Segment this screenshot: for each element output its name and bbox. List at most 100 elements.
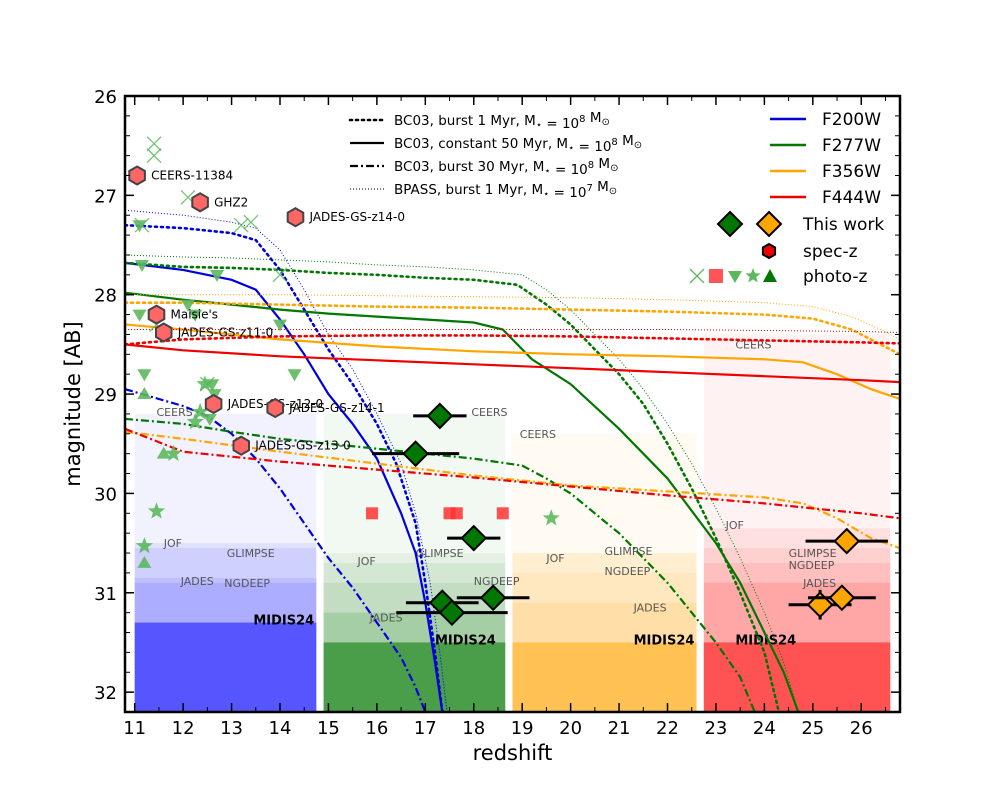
photo-z-cross: [146, 148, 162, 164]
photo-z-cross: [272, 267, 288, 283]
photo-z-triangle-down: [134, 260, 149, 272]
this-work-diamond: [828, 584, 856, 612]
x-tick-label: 11: [123, 718, 146, 739]
survey-label: GLIMPSE: [605, 545, 653, 558]
legend-photo-z-label: photo-z: [803, 267, 867, 287]
survey-depth-midis24: [703, 642, 891, 712]
spec-z-hexagon: [155, 322, 173, 343]
photo-z-square: [450, 507, 463, 520]
model-curve-f444w-finedotted: [125, 329, 900, 333]
x-tick-label: 18: [462, 718, 485, 739]
photo-z-cross: [146, 136, 162, 152]
this-work-diamond: [460, 524, 488, 552]
legend-text-part: ⊙: [610, 163, 618, 174]
survey-depth-midis24: [134, 622, 317, 712]
x-tick-label: 17: [414, 718, 437, 739]
spec-z-label: Maisie's: [170, 308, 218, 322]
model-curve-f200w-dotted: [125, 223, 444, 712]
legend-text-part: 8: [611, 137, 617, 148]
survey-label: NGDEEP: [789, 559, 835, 572]
spec-z-hexagon: [204, 393, 223, 415]
legend-text-part: 8: [579, 114, 585, 125]
legend-filter-label: F356W: [822, 162, 881, 182]
survey-label: GLIMPSE: [227, 547, 275, 560]
y-tick-label: 29: [94, 385, 117, 406]
photo-z-cross: [243, 214, 259, 230]
survey-label: NGDEEP: [474, 575, 520, 588]
survey-label: JOF: [545, 552, 564, 565]
legend-text-part: ⊙: [601, 117, 609, 128]
photo-z-triangle-down: [132, 309, 147, 322]
legend-text-part: ⋆: [543, 189, 549, 200]
model-curve-f356w-dashdot: [125, 430, 900, 550]
survey-label: JOF: [725, 519, 744, 532]
photo-z-star: [135, 537, 153, 554]
photo-z-triangle-up: [137, 555, 152, 568]
legend-text-part: M: [618, 133, 634, 149]
x-tick-label: 13: [220, 718, 243, 739]
x-tick-label: 21: [608, 718, 631, 739]
x-tick-label: 12: [172, 718, 195, 739]
spec-z-label: JADES-GS-z14-1: [288, 401, 385, 415]
y-tick-label: 28: [94, 286, 117, 307]
legend-text-part: BC03, burst 1 Myr, M: [394, 113, 536, 129]
photo-z-star: [164, 444, 182, 461]
legend-spec-z-label: spec-z: [803, 242, 858, 262]
legend-text-part: M: [594, 156, 610, 172]
x-tick-label: 22: [656, 718, 679, 739]
survey-label: JADES: [802, 577, 836, 590]
spec-z-hexagon: [266, 397, 284, 419]
survey-depth-midis24: [323, 642, 506, 712]
legend-text-part: 8: [588, 160, 594, 171]
photo-z-star: [147, 502, 165, 519]
photo-z-square: [443, 507, 456, 520]
photo-z-triangle-down: [210, 269, 225, 282]
survey-label: JADES: [180, 575, 214, 588]
legend-text-part: M: [586, 110, 602, 126]
x-tick-label: 14: [269, 718, 292, 739]
legend-text-part: BPASS, burst 1 Myr, M: [394, 182, 543, 198]
legend-photo-triangle-down: [728, 271, 742, 283]
photo-z-triangle-up: [137, 387, 152, 399]
spec-z-hexagon: [232, 435, 250, 456]
y-tick-label: 32: [94, 683, 117, 704]
legend-photo-triangle-up: [763, 269, 777, 282]
legend-text-part: = 10: [542, 116, 579, 132]
spec-z-hexagon: [286, 207, 305, 228]
photo-z-triangle-down: [273, 319, 287, 332]
legend-filter-label: F200W: [822, 110, 881, 130]
survey-label: MIDIS24: [253, 614, 314, 629]
y-tick-label: 27: [94, 186, 117, 207]
legend-this-work-diamond: [755, 210, 783, 238]
legend-text-part: ⋆: [544, 166, 550, 177]
x-axis-label: redshift: [473, 741, 553, 765]
legend-filter-label: F277W: [822, 136, 881, 156]
legend-model-label: BC03, constant 50 Myr, M⋆ = 108 M⊙: [394, 133, 642, 155]
x-tick-label: 24: [753, 718, 776, 739]
x-tick-label: 16: [365, 718, 388, 739]
legend-text-part: ⋆: [568, 143, 574, 154]
model-curve-f444w-solid: [125, 343, 900, 384]
photo-z-star: [186, 412, 204, 430]
this-work-diamond: [833, 527, 861, 555]
model-curve-f444w-dashdot: [125, 427, 900, 520]
y-axis-label: magnitude [AB]: [61, 321, 85, 486]
photo-z-star: [542, 509, 560, 526]
survey-label: MIDIS24: [735, 633, 796, 648]
legend-text-part: ⊙: [609, 186, 617, 197]
legend-model-label: BC03, burst 30 Myr, M⋆ = 108 M⊙: [394, 156, 618, 178]
x-tick-label: 20: [559, 718, 582, 739]
legend-photo-star: [745, 268, 761, 283]
plot-frame: [123, 94, 902, 714]
model-curve-f200w-dashdot: [125, 388, 427, 712]
spec-z-label: JADES-GS-z13-0: [254, 439, 351, 453]
survey-label: NGDEEP: [224, 577, 270, 590]
spec-z-label: GHZ2: [214, 195, 248, 209]
legend-model-label: BC03, burst 1 Myr, M⋆ = 108 M⊙: [394, 110, 610, 132]
legend-filter-label: F444W: [822, 188, 881, 208]
photo-z-star: [191, 402, 209, 420]
model-curve-f277w-finedotted: [125, 254, 799, 712]
legend-text-part: M: [593, 179, 609, 195]
